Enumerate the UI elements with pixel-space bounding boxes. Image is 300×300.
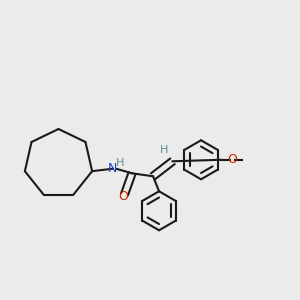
Text: O: O (227, 153, 237, 166)
Text: N: N (108, 162, 117, 175)
Text: H: H (160, 145, 168, 155)
Text: O: O (118, 190, 128, 203)
Text: H: H (116, 158, 124, 168)
